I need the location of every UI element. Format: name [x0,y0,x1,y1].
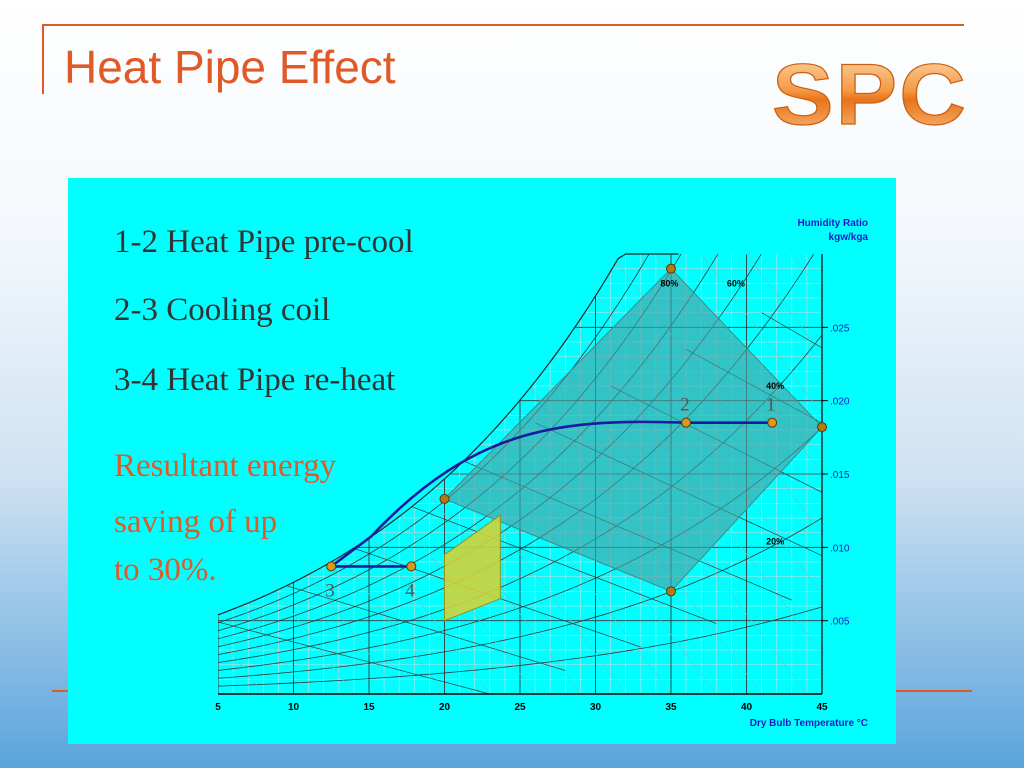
zone-corner-point [817,422,827,433]
result-line-2: saving of up [114,504,278,540]
state-label-1: 1 [766,395,776,416]
footer-rule-right [896,690,972,692]
y-tick-label: .010 [830,543,850,554]
grid-slant [761,312,822,507]
chart-labels: 80% 60% 40% 20% 1 2 3 4 [325,278,784,601]
title-rule-top [42,24,964,26]
rh-label: 60% [727,278,745,288]
state-point-4 [406,561,417,572]
x-tick-label: 10 [288,702,300,713]
chart-axes: 5 10 15 20 25 30 35 40 45 .005 .010 .015 .020 .025 Dry… [215,218,868,729]
y-tick-label: .005 [830,617,850,628]
process-line [327,420,773,568]
x-tick-label: 15 [363,702,375,713]
state-label-4: 4 [405,580,415,601]
rh-label: 20% [766,536,784,546]
y-tick-label: .025 [830,323,850,334]
legend-line-1: 1-2 Heat Pipe pre-cool [114,224,414,260]
x-tick-label: 20 [439,702,451,713]
rh-curve [218,606,822,687]
grid-diagonal [218,254,309,694]
result-line-3: to 30%. [114,552,217,588]
x-tick-label: 25 [514,702,526,713]
saturation-curve [217,253,679,616]
y-tick-label: .020 [830,397,850,408]
y-axis-unit: kgw/kga [829,232,869,243]
state-point-2 [681,417,692,428]
x-axis-label: Dry Bulb Temperature °C [750,718,868,729]
x-tick-label: 45 [816,702,828,713]
footer-rule-left [52,690,70,692]
zone-corner-point [439,493,450,504]
grid-slant [232,568,566,671]
target-zone [444,514,501,622]
chart-zones [443,267,823,622]
chart-panel: 5 10 15 20 25 30 35 40 45 .005 .010 .015 .020 .025 Dry… [68,178,896,744]
state-point-3 [326,561,337,572]
spc-logo: SPC [771,54,968,132]
x-tick-label: 30 [590,702,602,713]
chart-marks [326,263,827,597]
x-tick-label: 40 [741,702,753,713]
legend-line-3: 3-4 Heat Pipe re-heat [114,362,396,398]
legend-line-2: 2-3 Cooling coil [114,292,331,328]
logo-text: SPC [772,54,968,132]
zone-corner-point [666,586,676,597]
y-tick-label: .015 [830,470,850,481]
title-rule-left [42,24,44,94]
y-axis-label: Humidity Ratio [797,218,868,229]
state-label-3: 3 [325,580,335,601]
x-tick-label: 5 [215,702,221,713]
psychrometric-chart: 5 10 15 20 25 30 35 40 45 .005 .010 .015 .020 .025 Dry… [215,218,896,729]
grid-slant [218,605,490,694]
x-tick-label: 35 [665,702,677,713]
grid-diagonal [218,254,355,694]
grid-diagonal [746,254,822,694]
rh-label: 80% [660,278,678,288]
zone-corner-point [666,263,676,274]
grid-slant [383,495,717,624]
grid-diagonal [700,254,822,694]
state-label-2: 2 [680,395,690,416]
state-point-1 [767,417,778,428]
result-line-1: Resultant energy [114,448,337,484]
grid-slant [837,276,896,483]
page-title: Heat Pipe Effect [64,41,396,93]
rh-label: 40% [766,381,784,391]
rh-curve [218,517,822,679]
